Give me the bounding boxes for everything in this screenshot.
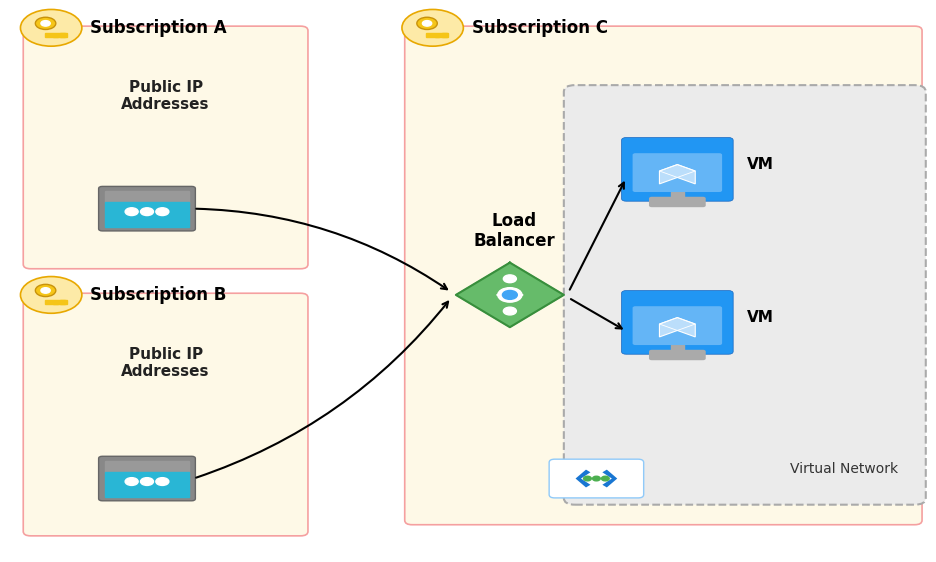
Bar	[61, 33, 66, 37]
Polygon shape	[660, 318, 695, 337]
Text: Subscription C: Subscription C	[472, 19, 607, 37]
Polygon shape	[456, 262, 563, 327]
Bar	[442, 33, 446, 37]
FancyBboxPatch shape	[98, 456, 196, 501]
Circle shape	[125, 478, 139, 486]
Circle shape	[402, 10, 463, 46]
FancyBboxPatch shape	[622, 138, 733, 201]
Text: Load
Balancer: Load Balancer	[474, 211, 555, 250]
Bar	[61, 301, 66, 304]
Text: Public IP
Addresses: Public IP Addresses	[122, 80, 210, 112]
Circle shape	[155, 478, 168, 486]
FancyBboxPatch shape	[633, 153, 722, 192]
Circle shape	[422, 21, 431, 26]
Circle shape	[504, 307, 517, 315]
Circle shape	[602, 476, 609, 481]
Bar	[45, 33, 67, 37]
Text: VM: VM	[747, 310, 774, 325]
Bar	[434, 34, 439, 37]
Text: Virtual Network: Virtual Network	[789, 462, 898, 476]
FancyBboxPatch shape	[633, 306, 722, 345]
Circle shape	[36, 17, 56, 29]
Bar	[105, 191, 189, 203]
Text: Subscription B: Subscription B	[90, 286, 227, 304]
Circle shape	[21, 277, 81, 313]
FancyBboxPatch shape	[649, 197, 706, 207]
Bar	[105, 202, 189, 227]
FancyBboxPatch shape	[649, 350, 706, 360]
FancyBboxPatch shape	[563, 85, 926, 505]
Circle shape	[592, 476, 600, 481]
Circle shape	[140, 478, 154, 486]
Polygon shape	[660, 165, 695, 184]
Bar	[105, 460, 189, 473]
Circle shape	[140, 208, 154, 216]
Text: Public IP
Addresses: Public IP Addresses	[122, 347, 210, 379]
Bar	[671, 345, 684, 351]
Bar	[53, 302, 58, 304]
FancyBboxPatch shape	[549, 459, 644, 498]
FancyBboxPatch shape	[23, 26, 308, 269]
Circle shape	[417, 17, 437, 29]
Polygon shape	[603, 470, 617, 487]
Circle shape	[41, 288, 51, 293]
Circle shape	[155, 208, 168, 216]
Bar	[53, 34, 58, 37]
Circle shape	[125, 208, 139, 216]
Circle shape	[584, 476, 592, 481]
FancyBboxPatch shape	[23, 293, 308, 536]
Circle shape	[503, 291, 518, 300]
Bar	[105, 472, 189, 497]
Text: Subscription A: Subscription A	[90, 19, 227, 37]
Bar	[426, 33, 448, 37]
Circle shape	[498, 288, 522, 302]
Circle shape	[36, 284, 56, 297]
Bar	[671, 191, 684, 198]
Circle shape	[21, 10, 81, 46]
Polygon shape	[576, 470, 591, 487]
FancyBboxPatch shape	[404, 26, 922, 525]
FancyBboxPatch shape	[98, 187, 196, 231]
Bar	[45, 300, 67, 304]
FancyBboxPatch shape	[622, 291, 733, 354]
Circle shape	[504, 275, 517, 283]
Circle shape	[41, 21, 51, 26]
Text: VM: VM	[747, 157, 774, 171]
